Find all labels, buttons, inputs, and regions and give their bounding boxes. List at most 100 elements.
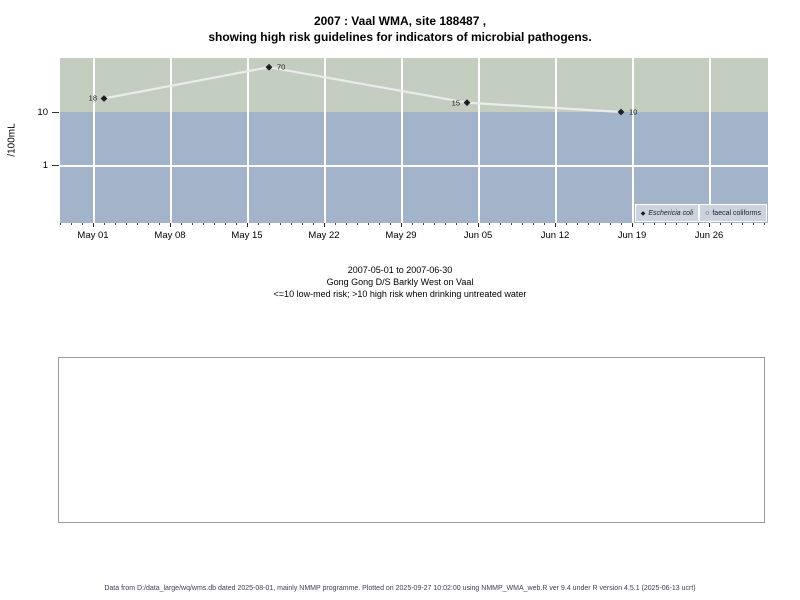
subtitle-site-name: Gong Gong D/S Barkly West on Vaal [326,277,474,287]
data-point-label: 18 [88,93,97,103]
data-series-line [100,63,625,116]
x-tick-minor [577,223,578,225]
x-tick-minor [368,223,369,225]
gridline-vertical [170,58,172,223]
x-tick-label: Jun 19 [617,230,647,241]
x-tick-major [401,223,402,227]
x-tick-minor [159,223,160,225]
y-tick-mark [52,164,59,166]
x-tick-minor [643,223,644,225]
x-tick-minor [379,223,380,225]
x-tick-minor [291,223,292,225]
x-tick-minor [676,223,677,225]
x-tick-minor [236,223,237,225]
x-tick-minor [214,223,215,225]
x-tick-minor [280,223,281,225]
x-tick-major [478,223,479,227]
x-tick-minor [313,223,314,225]
x-tick-minor [665,223,666,225]
chart-title-line2: showing high risk guidelines for indicat… [208,30,592,44]
legend-item-faecal-coliforms: ○ faecal coliforms [699,204,767,222]
x-tick-minor [137,223,138,225]
x-tick-minor [82,223,83,225]
x-tick-minor [500,223,501,225]
x-tick-minor [599,223,600,225]
data-point [265,63,273,71]
x-tick-major [93,223,94,227]
footer-caption: Data from D:/data_large/wq/wms.db dated … [104,585,696,592]
x-tick-minor [423,223,424,225]
x-tick-major [324,223,325,227]
chart-title-line1: 2007 : Vaal WMA, site 188487 , [313,14,487,28]
x-tick-minor [60,223,61,225]
x-tick-minor [434,223,435,225]
gridline-vertical [247,58,249,223]
gridline-vertical [709,58,711,223]
empty-panel [58,357,765,523]
y-tick-mark [52,111,59,113]
x-tick-major [247,223,248,227]
x-tick-minor [621,223,622,225]
legend: ◆ Eschericia coli ○ faecal coliforms [634,204,767,222]
data-point [463,99,471,107]
filled-diamond-icon: ◆ [640,210,646,217]
x-tick-minor [203,223,204,225]
data-point [100,95,108,102]
legend-label-escherichia-coli: Eschericia coli [648,209,694,217]
legend-item-escherichia-coli: ◆ Eschericia coli [634,204,700,222]
gridline-vertical [555,58,557,223]
x-tick-major [170,223,171,227]
x-tick-minor [588,223,589,225]
x-tick-minor [764,223,765,225]
x-tick-label: May 15 [231,230,263,241]
x-tick-minor [544,223,545,225]
x-tick-label: May 08 [154,230,186,241]
data-point-label: 15 [451,98,460,108]
gridline-vertical [93,58,95,223]
data-point-label: 10 [629,107,638,117]
y-tick-label: 10 [37,106,48,118]
x-tick-minor [115,223,116,225]
gridline-horizontal [60,165,768,167]
x-tick-minor [258,223,259,225]
series-line-escherichia-coli [103,66,622,114]
x-tick-minor [742,223,743,225]
x-tick-label: May 22 [308,230,340,241]
x-tick-label: Jun 12 [540,230,570,241]
x-tick-label: May 01 [77,230,109,241]
x-tick-minor [346,223,347,225]
x-tick-minor [148,223,149,225]
x-tick-minor [390,223,391,225]
x-tick-minor [698,223,699,225]
x-tick-minor [753,223,754,225]
x-tick-minor [533,223,534,225]
x-tick-minor [522,223,523,225]
x-tick-minor [610,223,611,225]
x-tick-label: Jun 05 [463,230,493,241]
x-tick-major [632,223,633,227]
subtitle-date-range: 2007-05-01 to 2007-06-30 [347,265,453,275]
x-tick-major [555,223,556,227]
x-tick-minor [687,223,688,225]
x-tick-minor [225,223,226,225]
x-tick-minor [302,223,303,225]
x-tick-minor [720,223,721,225]
x-tick-minor [511,223,512,225]
x-tick-minor [192,223,193,225]
x-tick-minor [412,223,413,225]
y-tick-label: 1 [42,159,48,171]
open-circle-icon: ○ [705,209,710,217]
gridline-vertical [401,58,403,223]
x-tick-minor [445,223,446,225]
x-tick-minor [357,223,358,225]
x-tick-minor [71,223,72,225]
x-tick-label: Jun 26 [694,230,724,241]
x-tick-minor [456,223,457,225]
chart-subtitle: 2007-05-01 to 2007-06-30 Gong Gong D/S B… [0,264,800,300]
gridline-vertical [478,58,480,223]
legend-label-faecal-coliforms: faecal coliforms [712,209,761,217]
chart-title: 2007 : Vaal WMA, site 188487 , showing h… [0,13,800,45]
x-tick-minor [181,223,182,225]
x-tick-major [709,223,710,227]
